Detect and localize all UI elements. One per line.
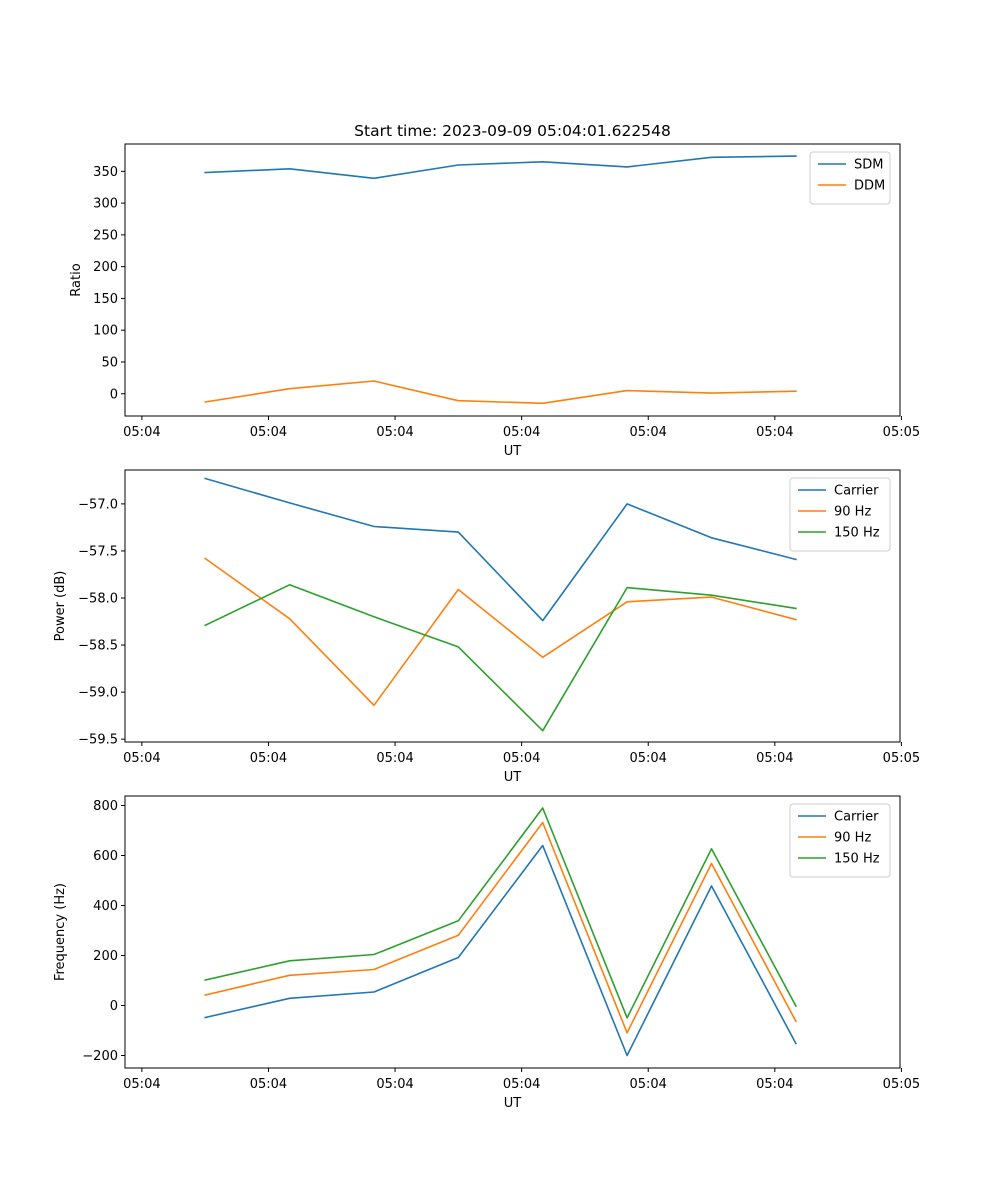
x-tick-label: 05:04: [376, 751, 413, 766]
legend: SDM DDM: [809, 151, 891, 205]
plot-frame: [124, 795, 901, 1069]
plot-frame: [124, 469, 901, 743]
x-tick-label: 05:04: [503, 751, 540, 766]
legend-label: Carrier: [834, 484, 879, 499]
series-line-carrier: [204, 477, 797, 622]
x-tick-label: 05:04: [756, 1077, 793, 1092]
x-tick-label: 05:04: [629, 1077, 666, 1092]
series-line-carrier: [204, 844, 797, 1057]
x-tick-label: 05:04: [756, 425, 793, 440]
y-tick-label: 0: [110, 999, 118, 1014]
x-tick-label: 05:04: [376, 1077, 413, 1092]
series-line-150-hz: [204, 583, 797, 732]
x-tick-label: 05:04: [123, 1077, 160, 1092]
legend-label: Carrier: [834, 810, 879, 825]
x-axis-label: UT: [504, 444, 522, 459]
series-line-sdm: [204, 155, 797, 180]
x-tick-label: 05:04: [250, 1077, 287, 1092]
y-tick-label: −57.0: [78, 497, 118, 512]
chart-panel-2: 05:04 05:04 05:04 05:04 05:04 05:04 05:05 −59.5…: [53, 469, 920, 785]
series-line-90-hz: [204, 821, 797, 1034]
y-tick-label: 800: [93, 799, 118, 814]
x-tick-label: 05:05: [883, 1077, 920, 1092]
chart-panel-3: 05:04 05:04 05:04 05:04 05:04 05:04 05:05 −200 0…: [53, 795, 920, 1111]
y-tick-label: −200: [82, 1049, 118, 1064]
y-tick-label: 250: [93, 228, 118, 243]
y-axis-label: Ratio: [69, 263, 84, 296]
legend-label: DDM: [854, 179, 885, 194]
y-tick-label: 300: [93, 197, 118, 212]
y-tick-label: 200: [93, 260, 118, 275]
legend-label: 90 Hz: [834, 831, 871, 846]
y-tick-label: −57.5: [78, 544, 118, 559]
legend-label: SDM: [854, 158, 883, 173]
x-tick-label: 05:04: [250, 751, 287, 766]
y-tick-label: −59.5: [78, 733, 118, 748]
y-tick-label: −58.0: [78, 592, 118, 607]
legend: Carrier 90 Hz 150 Hz: [789, 803, 891, 878]
legend-label: 150 Hz: [834, 852, 880, 867]
y-tick-label: 400: [93, 899, 118, 914]
y-tick-label: 100: [93, 324, 118, 339]
y-tick-label: −59.0: [78, 686, 118, 701]
y-tick-label: 150: [93, 292, 118, 307]
x-tick-label: 05:04: [629, 425, 666, 440]
x-tick-label: 05:05: [883, 751, 920, 766]
y-tick-label: 50: [101, 355, 118, 370]
x-tick-label: 05:04: [123, 751, 160, 766]
x-tick-label: 05:05: [883, 425, 920, 440]
y-axis-label: Frequency (Hz): [53, 883, 68, 981]
chart-title: Start time: 2023-09-09 05:04:01.622548: [354, 122, 671, 140]
x-tick-label: 05:04: [123, 425, 160, 440]
y-tick-label: 350: [93, 165, 118, 180]
legend-box: [809, 151, 891, 205]
x-tick-label: 05:04: [376, 425, 413, 440]
x-tick-label: 05:04: [503, 425, 540, 440]
x-tick-label: 05:04: [250, 425, 287, 440]
x-tick-label: 05:04: [629, 751, 666, 766]
series-line-90-hz: [204, 557, 797, 707]
plot-frame: [124, 143, 901, 417]
x-tick-label: 05:04: [503, 1077, 540, 1092]
series-line-ddm: [204, 380, 797, 405]
y-tick-label: −58.5: [78, 639, 118, 654]
legend: Carrier 90 Hz 150 Hz: [789, 477, 891, 552]
legend-label: 150 Hz: [834, 526, 880, 541]
x-axis-label: UT: [504, 1096, 522, 1111]
chart-panel-1: 05:04 05:04 05:04 05:04 05:04 05:04 05:05 0 50 10…: [69, 122, 920, 459]
y-tick-label: 200: [93, 949, 118, 964]
series-line-150-hz: [204, 807, 797, 1019]
x-tick-label: 05:04: [756, 751, 793, 766]
y-axis-label: Power (dB): [53, 571, 68, 642]
y-tick-label: 0: [110, 387, 118, 402]
x-axis-label: UT: [504, 770, 522, 785]
y-tick-label: 600: [93, 849, 118, 864]
legend-label: 90 Hz: [834, 505, 871, 520]
